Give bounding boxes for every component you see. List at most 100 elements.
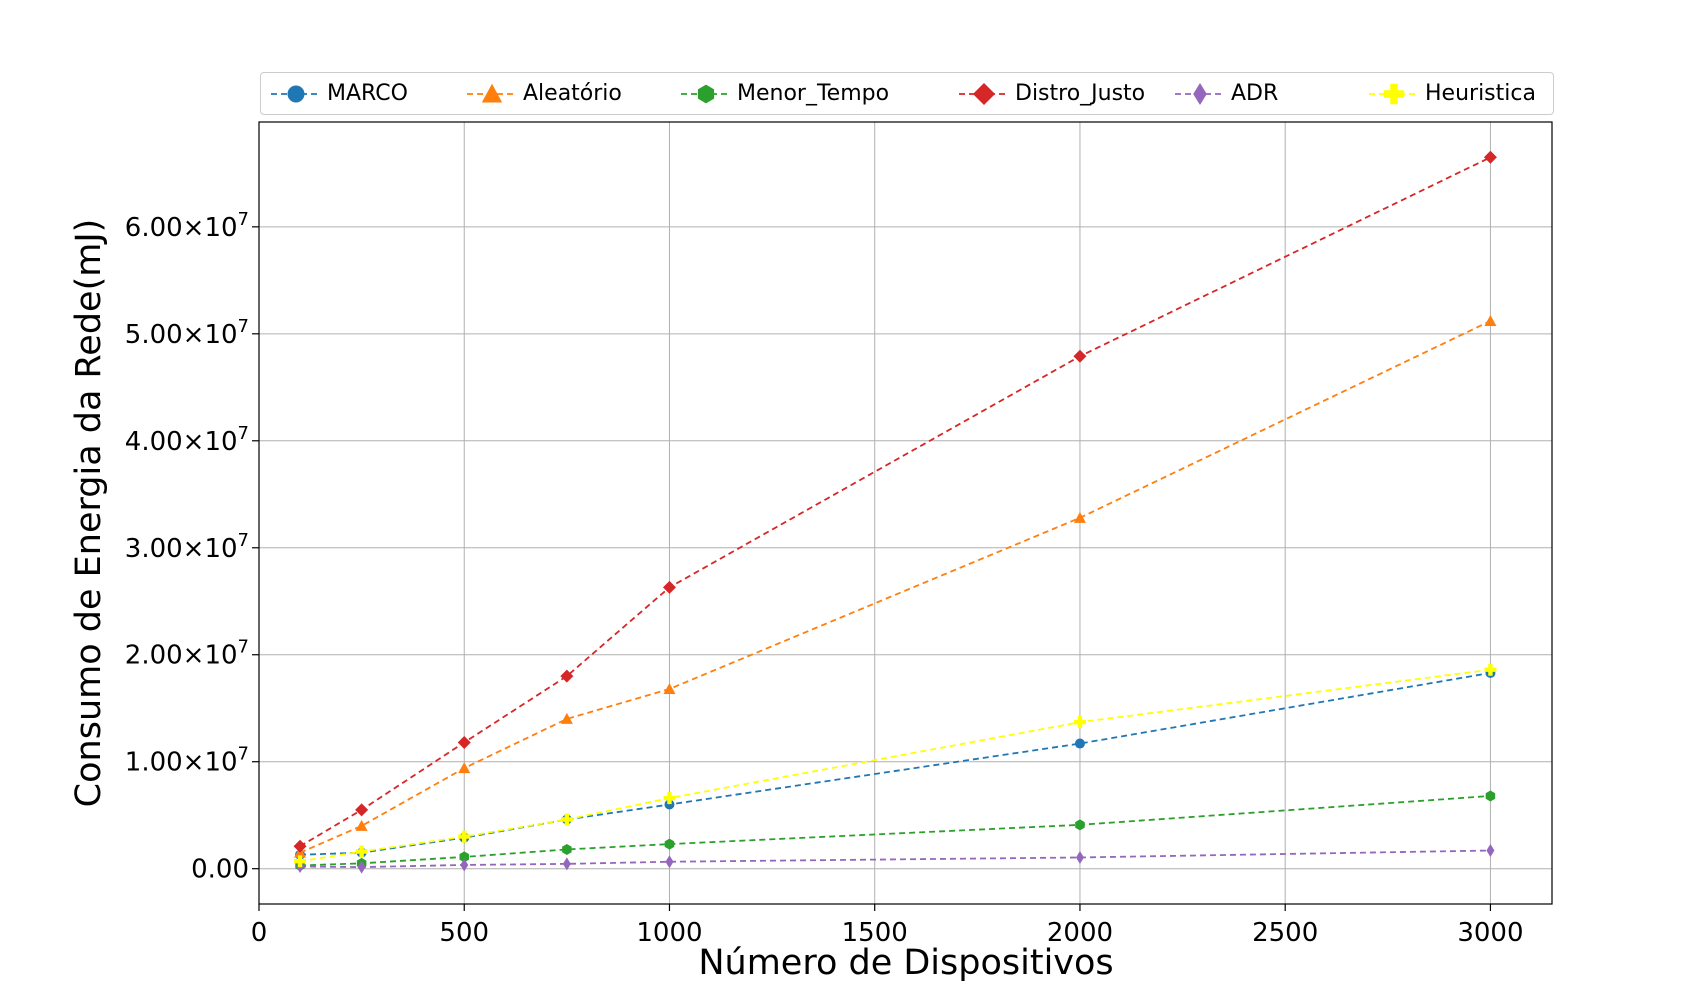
y-axis: 0.001.00×1072.00×1073.00×1074.00×1075.00…: [125, 209, 259, 885]
x-tick-label: 1000: [636, 918, 702, 948]
y-tick-exponent: 7: [238, 316, 249, 337]
legend-marker: [1193, 82, 1207, 105]
data-point: [560, 813, 573, 826]
series-line: [299, 320, 1491, 854]
data-point: [1073, 349, 1087, 363]
y-tick-label: 1.00×107: [125, 744, 249, 778]
legend-item: Menor_Tempo: [679, 73, 889, 114]
data-point: [458, 830, 471, 843]
series-distro-justo: [293, 150, 1497, 853]
legend-marker: [972, 82, 996, 105]
y-tick-label: 3.00×107: [125, 530, 249, 564]
series-heuristica: [294, 663, 1497, 868]
data-point: [662, 580, 676, 594]
legend: MARCO Aleatório Menor_Tempo Distro_Justo ADR…: [260, 72, 1554, 115]
y-tick-mantissa: 6.00×10: [125, 213, 238, 243]
y-tick-exponent: 7: [238, 423, 249, 444]
legend-label: Heuristica: [1425, 81, 1536, 106]
legend-label: MARCO: [327, 81, 408, 106]
x-axis: 0 500 1000 1500 2000 2500 3000: [251, 904, 1524, 948]
grid-lines: [258, 122, 1552, 904]
series-adr: [296, 844, 1495, 874]
y-tick-mantissa: 0.00: [191, 855, 249, 885]
data-point: [457, 735, 471, 749]
x-axis-label: Número de Dispositivos: [698, 943, 1113, 983]
legend-marker: [287, 85, 305, 102]
legend-label: Distro_Justo: [1015, 81, 1146, 106]
data-point: [1075, 850, 1084, 864]
data-point: [459, 851, 470, 863]
data-point: [1484, 663, 1497, 676]
y-tick-mantissa: 4.00×10: [125, 427, 238, 457]
legend-item: Heuristica: [1367, 73, 1536, 114]
legend-swatch: [1369, 83, 1419, 104]
data-point: [357, 860, 366, 874]
legend-label: Aleatório: [523, 81, 622, 106]
data-point: [1075, 819, 1085, 831]
legend-swatch: [1175, 82, 1225, 105]
series-aleat-rio: [294, 314, 1497, 858]
y-tick-label: 2.00×107: [125, 637, 249, 671]
data-point: [1074, 738, 1085, 749]
legend-swatch: [959, 82, 1009, 105]
series-line: [299, 156, 1491, 848]
data-point: [665, 855, 674, 869]
legend-item: Distro_Justo: [957, 73, 1145, 114]
y-tick-label: 4.00×107: [125, 423, 249, 457]
x-tick-label: 0: [251, 918, 268, 948]
y-tick-exponent: 7: [238, 637, 249, 658]
data-point: [663, 682, 676, 694]
y-tick-label: 6.00×107: [125, 209, 249, 243]
data-point: [294, 855, 307, 868]
legend-marker: [697, 84, 715, 103]
legend-label: Menor_Tempo: [737, 81, 890, 106]
legend-swatch: [271, 85, 321, 102]
data-point: [1073, 716, 1086, 729]
data-point: [663, 792, 676, 805]
series-line: [299, 668, 1491, 863]
data-point: [1483, 150, 1497, 164]
data-point: [355, 819, 368, 831]
y-tick-mantissa: 5.00×10: [125, 320, 238, 350]
x-tick-label: 2500: [1252, 918, 1318, 948]
data-point: [355, 803, 369, 817]
x-tick-label: 1500: [842, 918, 908, 948]
y-tick-label: 5.00×107: [125, 316, 249, 350]
data-point: [560, 669, 574, 683]
data-point: [293, 839, 307, 853]
legend-marker: [481, 83, 503, 102]
series-layer: [293, 150, 1497, 874]
legend-item: MARCO: [269, 73, 408, 114]
x-tick-label: 3000: [1457, 918, 1523, 948]
data-point: [560, 712, 573, 724]
data-point: [1486, 844, 1495, 858]
plot-frame: [258, 121, 1553, 905]
x-tick-label: 2000: [1047, 918, 1113, 948]
legend-label: ADR: [1231, 81, 1279, 106]
legend-item: Aleatório: [465, 73, 622, 114]
y-tick-mantissa: 1.00×10: [125, 748, 238, 778]
data-point: [1484, 314, 1497, 326]
data-point: [562, 857, 571, 871]
y-tick-exponent: 7: [238, 209, 249, 230]
data-point: [355, 845, 368, 858]
data-point: [1073, 511, 1086, 523]
x-tick-label: 500: [439, 918, 489, 948]
y-axis-label: Consumo de Energia da Rede(mJ): [69, 219, 109, 808]
legend-swatch: [467, 83, 517, 102]
data-point: [664, 838, 675, 850]
data-point: [1485, 790, 1496, 802]
legend-swatch: [681, 84, 731, 103]
y-tick-mantissa: 3.00×10: [125, 534, 238, 564]
legend-marker: [1383, 83, 1405, 104]
data-point: [460, 858, 469, 872]
series-line: [300, 672, 1491, 856]
y-tick-label: 0.00: [191, 855, 249, 885]
series-line: [300, 849, 1491, 868]
data-point: [458, 762, 471, 774]
y-tick-exponent: 7: [238, 530, 249, 551]
series-marco: [295, 667, 1496, 860]
series-line: [300, 795, 1491, 867]
legend-item: ADR: [1173, 73, 1278, 114]
